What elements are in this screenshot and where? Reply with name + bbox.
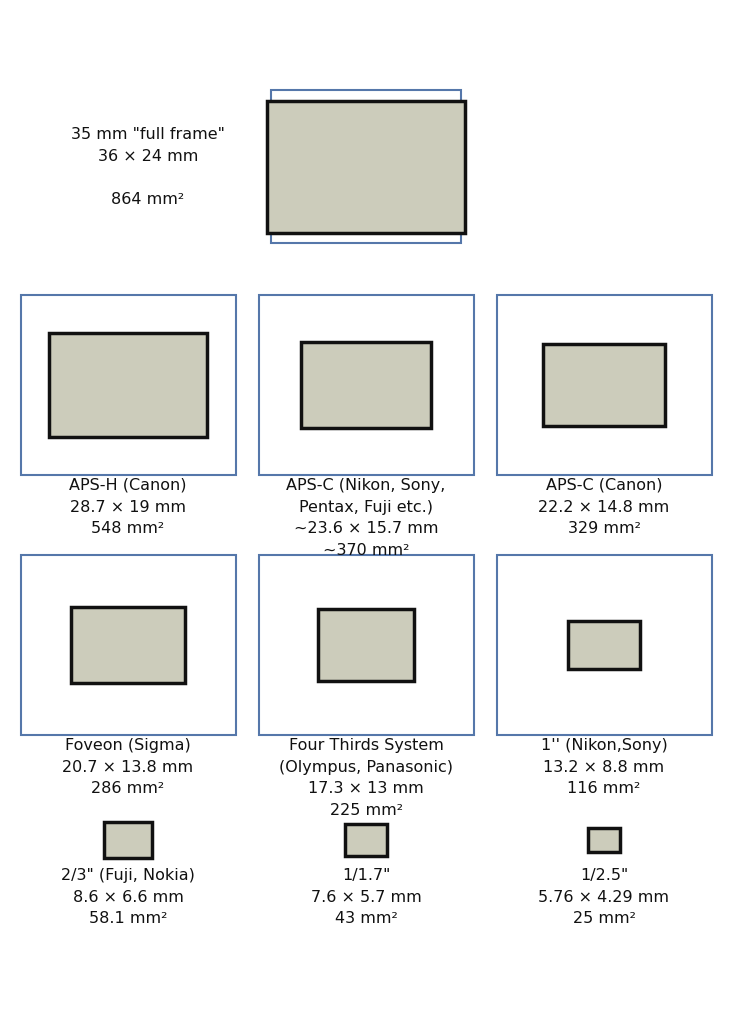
Bar bbox=[496, 295, 711, 475]
Text: 2/3" (Fuji, Nokia)
8.6 × 6.6 mm
58.1 mm²: 2/3" (Fuji, Nokia) 8.6 × 6.6 mm 58.1 mm² bbox=[61, 868, 195, 926]
Bar bbox=[71, 607, 185, 683]
Text: 1/1.7"
7.6 × 5.7 mm
43 mm²: 1/1.7" 7.6 × 5.7 mm 43 mm² bbox=[311, 868, 421, 926]
Bar bbox=[345, 825, 387, 855]
Bar bbox=[568, 621, 640, 669]
Bar bbox=[496, 555, 711, 735]
Text: 35 mm "full frame"
36 × 24 mm

864 mm²: 35 mm "full frame" 36 × 24 mm 864 mm² bbox=[71, 127, 225, 207]
Bar bbox=[259, 555, 474, 735]
Bar bbox=[588, 829, 620, 852]
Bar bbox=[301, 342, 431, 429]
Bar bbox=[271, 90, 461, 243]
Bar bbox=[49, 332, 207, 437]
Text: 1'' (Nikon,Sony)
13.2 × 8.8 mm
116 mm²: 1'' (Nikon,Sony) 13.2 × 8.8 mm 116 mm² bbox=[541, 738, 667, 796]
Bar bbox=[543, 345, 665, 426]
Text: Foveon (Sigma)
20.7 × 13.8 mm
286 mm²: Foveon (Sigma) 20.7 × 13.8 mm 286 mm² bbox=[62, 738, 194, 796]
Text: APS-H (Canon)
28.7 × 19 mm
548 mm²: APS-H (Canon) 28.7 × 19 mm 548 mm² bbox=[69, 478, 186, 536]
Text: APS-C (Canon)
22.2 × 14.8 mm
329 mm²: APS-C (Canon) 22.2 × 14.8 mm 329 mm² bbox=[538, 478, 670, 536]
Bar bbox=[20, 555, 235, 735]
Bar bbox=[267, 100, 465, 232]
Text: 1/2.5"
5.76 × 4.29 mm
25 mm²: 1/2.5" 5.76 × 4.29 mm 25 mm² bbox=[539, 868, 670, 926]
Text: Four Thirds System
(Olympus, Panasonic)
17.3 × 13 mm
225 mm²: Four Thirds System (Olympus, Panasonic) … bbox=[279, 738, 453, 817]
Bar bbox=[105, 821, 151, 858]
Bar bbox=[319, 610, 414, 680]
Bar bbox=[20, 295, 235, 475]
Bar bbox=[259, 295, 474, 475]
Text: APS-C (Nikon, Sony,
Pentax, Fuji etc.)
~23.6 × 15.7 mm
~370 mm²: APS-C (Nikon, Sony, Pentax, Fuji etc.) ~… bbox=[287, 478, 446, 558]
